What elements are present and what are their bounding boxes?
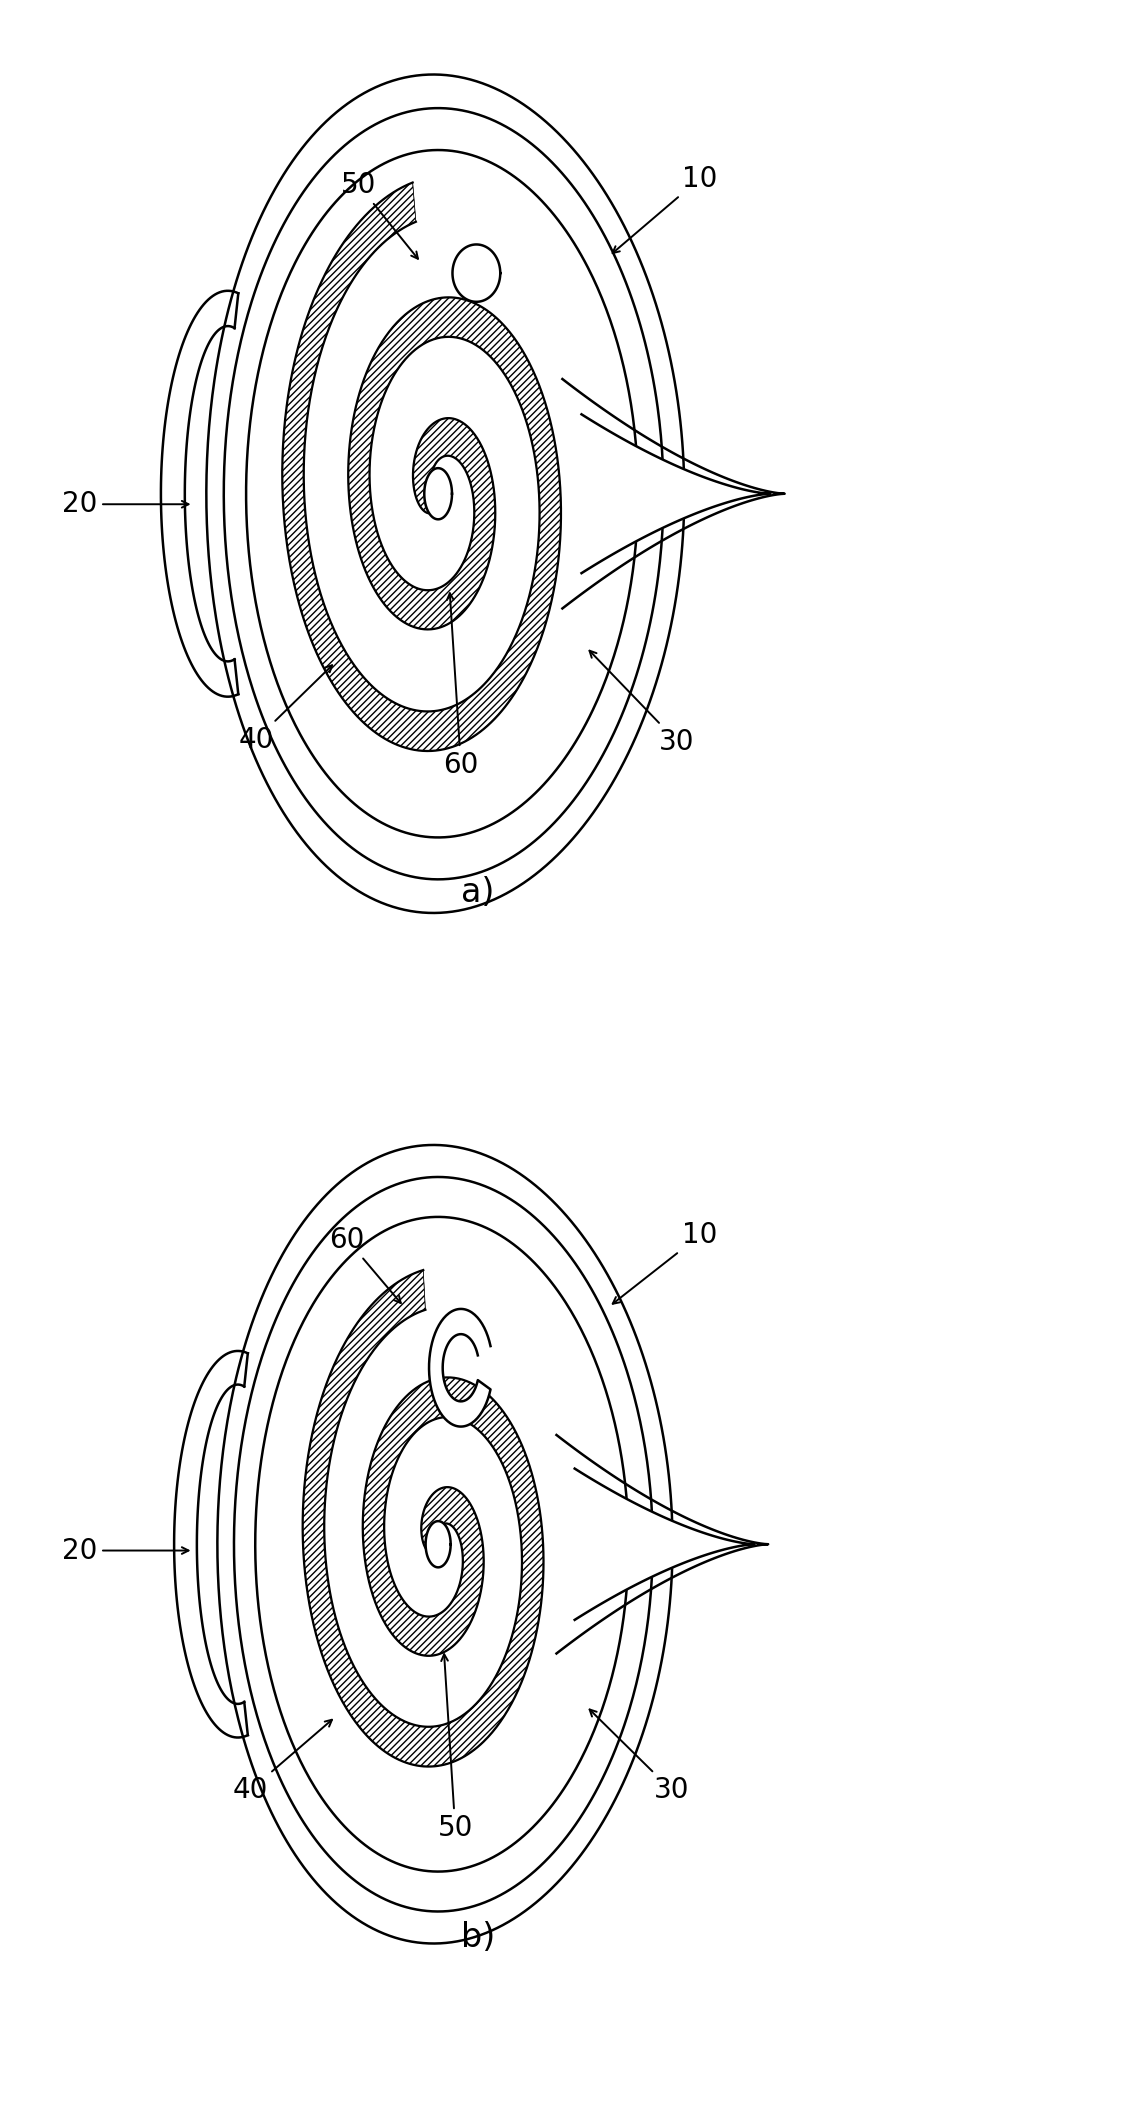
- Text: 10: 10: [612, 1221, 718, 1305]
- Text: 20: 20: [61, 1536, 189, 1565]
- Text: 60: 60: [329, 1225, 401, 1303]
- Polygon shape: [282, 183, 561, 750]
- Text: 10: 10: [612, 164, 718, 252]
- Polygon shape: [582, 414, 770, 574]
- Polygon shape: [303, 1269, 544, 1767]
- Polygon shape: [234, 1177, 653, 1912]
- Text: 50: 50: [340, 170, 418, 258]
- Polygon shape: [426, 1521, 451, 1567]
- Text: 40: 40: [238, 666, 332, 754]
- Polygon shape: [217, 1145, 673, 1943]
- Polygon shape: [246, 149, 638, 838]
- Polygon shape: [575, 1469, 754, 1620]
- Text: 40: 40: [232, 1721, 332, 1805]
- Polygon shape: [206, 74, 684, 914]
- Text: 20: 20: [61, 490, 189, 519]
- Text: 50: 50: [437, 1653, 473, 1843]
- Polygon shape: [562, 378, 784, 609]
- Text: 30: 30: [589, 651, 695, 756]
- Polygon shape: [453, 244, 501, 303]
- Text: a): a): [461, 876, 495, 910]
- Text: b): b): [461, 1920, 495, 1954]
- Polygon shape: [224, 107, 663, 880]
- Text: 60: 60: [443, 592, 479, 779]
- Text: 30: 30: [589, 1710, 690, 1805]
- Polygon shape: [255, 1216, 628, 1872]
- Polygon shape: [429, 1309, 490, 1427]
- Polygon shape: [556, 1435, 768, 1653]
- Polygon shape: [424, 469, 452, 519]
